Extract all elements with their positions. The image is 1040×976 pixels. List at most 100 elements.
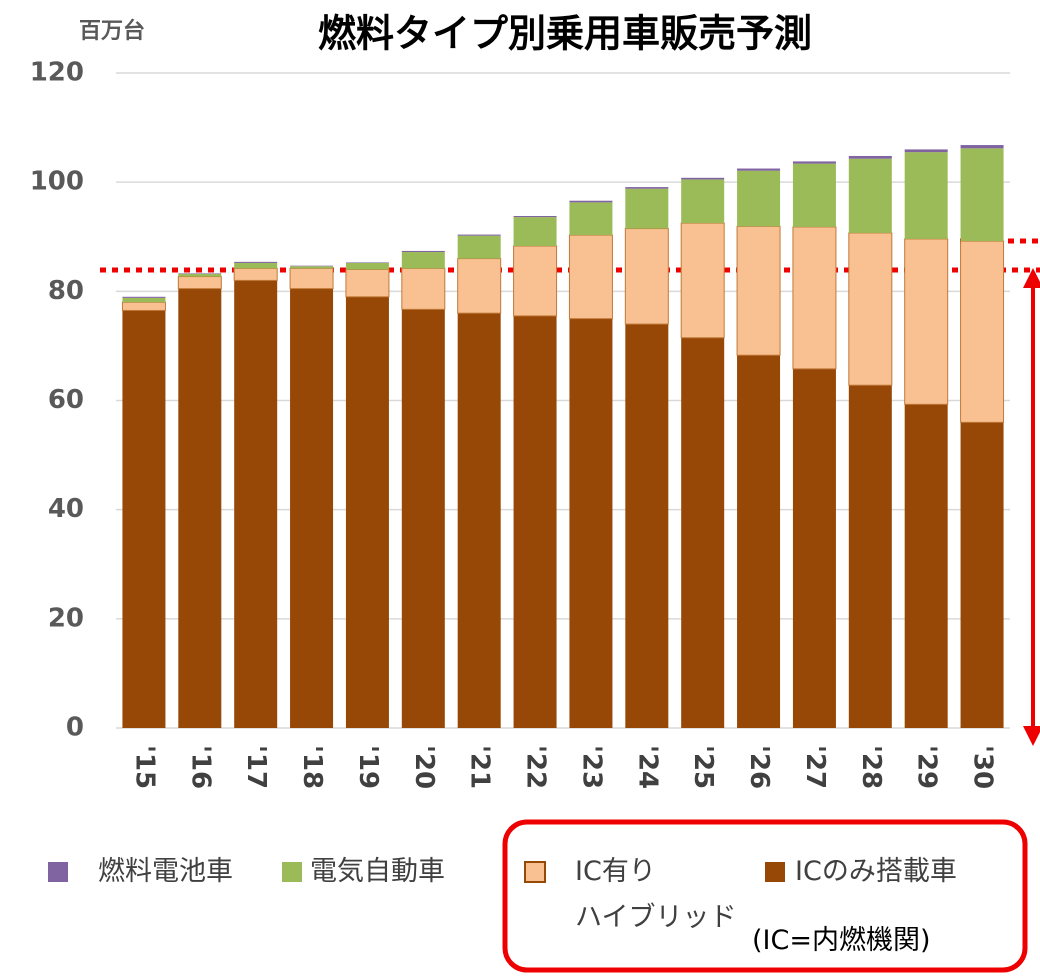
- bar-segment: [513, 217, 557, 247]
- bar-segment: [960, 145, 1004, 149]
- bar-segment: [345, 262, 389, 263]
- x-tick-label: '29: [912, 745, 942, 789]
- x-tick-label: '22: [521, 745, 551, 789]
- bar-segment: [625, 324, 669, 728]
- y-tick-label: 60: [48, 385, 84, 415]
- x-tick-label: '25: [688, 745, 718, 789]
- bar-segment: [345, 296, 389, 728]
- highlight-box: [502, 819, 1028, 973]
- bar-segment: [624, 228, 669, 325]
- bar-segment: [792, 226, 837, 370]
- x-tick-label: '30: [968, 745, 998, 789]
- x-tick-label: '27: [800, 745, 830, 789]
- y-axis-label: 百万台: [79, 18, 145, 44]
- bar-segment: [457, 235, 501, 259]
- bar-segment: [737, 168, 781, 171]
- x-tick-label: '28: [856, 745, 886, 789]
- y-tick-label: 80: [48, 276, 84, 306]
- bar-segment: [792, 161, 836, 164]
- y-tick-label: 0: [66, 713, 84, 743]
- bar-segment: [234, 261, 278, 263]
- y-tick-label: 20: [48, 603, 84, 633]
- bar-segment: [737, 170, 781, 227]
- bar-segment: [848, 155, 892, 159]
- legend-label: ICのみ搭載車: [795, 856, 957, 887]
- arrow-head: [1023, 268, 1040, 288]
- bar-segment: [401, 309, 445, 728]
- legend-label: 電気自動車: [310, 856, 445, 887]
- bar-segment: [904, 152, 948, 239]
- bar-segment: [569, 200, 613, 203]
- bar-segment: [234, 280, 278, 728]
- x-tick-label: '16: [185, 745, 215, 789]
- x-tick-label: '17: [241, 745, 271, 789]
- y-tick-label: 40: [48, 494, 84, 524]
- bar-segment: [625, 188, 669, 229]
- bar-segment: [792, 368, 836, 728]
- bar-segment: [513, 245, 558, 317]
- bar-segment: [178, 288, 222, 728]
- bar-segment: [680, 222, 725, 339]
- bar-segment: [121, 301, 166, 311]
- legend-label: 燃料電池車: [98, 856, 233, 887]
- y-tick-label: 100: [30, 167, 84, 197]
- bar-segment: [569, 318, 613, 728]
- bar-segment: [736, 225, 781, 356]
- bar-segment: [848, 385, 892, 728]
- bar-segment: [401, 267, 446, 310]
- bar-segment: [681, 177, 725, 180]
- bar-segment: [233, 267, 278, 281]
- bar-segment: [457, 234, 501, 236]
- x-tick-label: '15: [129, 745, 159, 789]
- legend-swatch: [524, 861, 546, 883]
- bar-segment: [177, 276, 222, 290]
- bar-segment: [401, 250, 445, 253]
- bar-segment: [568, 234, 613, 320]
- bar-segment: [290, 265, 334, 267]
- bar-segment: [345, 262, 389, 270]
- bar-segment: [178, 273, 222, 277]
- bar-segment: [290, 266, 334, 269]
- bar-segment: [792, 163, 836, 227]
- bar-segment: [289, 267, 334, 290]
- bar-segment: [569, 202, 613, 236]
- bar-segment: [513, 315, 557, 728]
- legend-swatch: [48, 862, 68, 882]
- bar-segment: [513, 216, 557, 218]
- bar-segment: [848, 232, 893, 386]
- x-tick-label: '20: [409, 745, 439, 789]
- x-tick-label: '23: [576, 745, 606, 789]
- legend-swatch: [282, 862, 302, 882]
- legend-swatch: [765, 862, 785, 882]
- x-tick-label: '24: [632, 745, 662, 789]
- bar-segment: [904, 404, 948, 728]
- bar-segment: [290, 288, 334, 728]
- bar-segment: [960, 422, 1004, 728]
- x-tick-label: '19: [353, 745, 383, 789]
- bar-segment: [960, 240, 1005, 423]
- bar-segment: [737, 355, 781, 728]
- bar-segment: [122, 296, 166, 298]
- x-tick-label: '18: [297, 745, 327, 789]
- bar-segment: [178, 273, 222, 274]
- bar-segment: [681, 337, 725, 728]
- legend-label: IC有り ハイブリッド: [575, 856, 737, 933]
- bar-segment: [625, 187, 669, 189]
- bar-segment: [848, 158, 892, 233]
- annotation: (IC=内燃機関): [752, 925, 931, 956]
- bar-segment: [960, 148, 1004, 242]
- bar-segment: [457, 258, 502, 314]
- bar-segment: [345, 269, 390, 298]
- bar-segment: [904, 149, 948, 153]
- arrow-head: [1023, 726, 1040, 746]
- x-tick-label: '21: [465, 745, 495, 789]
- bar-segment: [122, 310, 166, 728]
- bar-segment: [122, 297, 166, 303]
- chart-title: 燃料タイプ別乗用車販売予測: [318, 12, 812, 56]
- bar-segment: [234, 262, 278, 269]
- bar-segment: [401, 252, 445, 269]
- bar-segment: [457, 313, 501, 728]
- x-tick-label: '26: [744, 745, 774, 789]
